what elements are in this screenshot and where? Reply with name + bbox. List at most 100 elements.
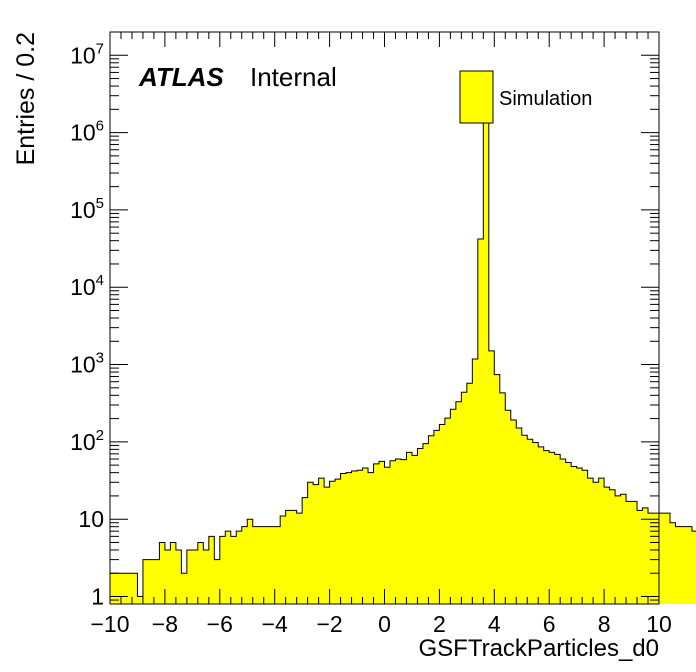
histogram-bin	[208, 536, 215, 604]
histogram-bin	[362, 467, 369, 604]
histogram-bin	[241, 526, 248, 604]
histogram-bin	[285, 510, 292, 604]
histogram-bin	[444, 418, 451, 604]
histogram-bin	[593, 482, 599, 604]
histogram-bin	[455, 401, 462, 604]
x-tick-label: −10	[90, 611, 129, 637]
histogram-bin	[142, 559, 149, 604]
histogram-bin	[225, 531, 232, 604]
histogram-bin	[219, 536, 226, 604]
y-tick-label: 107	[70, 40, 104, 68]
histogram-bin	[488, 350, 495, 604]
legend-label-simulation: Simulation	[499, 88, 592, 110]
histogram-bin	[373, 463, 380, 604]
histogram-bin	[499, 392, 506, 604]
histogram-bin	[170, 542, 177, 604]
histogram-bin	[148, 559, 155, 604]
histogram-bin	[252, 526, 259, 604]
x-tick-label: −2	[316, 611, 342, 637]
y-axis-title: Entries / 0.2	[12, 32, 40, 165]
histogram-bin	[653, 513, 660, 604]
histogram-bin	[126, 573, 133, 604]
y-tick-label: 102	[70, 427, 104, 455]
histogram-bin	[379, 461, 385, 604]
histogram-bin	[472, 358, 479, 604]
histogram-bin	[313, 484, 319, 604]
histogram-bin	[291, 510, 297, 604]
histogram-bin	[620, 494, 627, 604]
x-axis: −10 −8 −6 −4 −2 0 2 4 6 8 10	[90, 32, 672, 637]
histogram-bin	[115, 573, 122, 604]
histogram-bin	[395, 459, 402, 604]
histogram-bin	[615, 495, 621, 604]
histogram-bin	[477, 239, 484, 604]
histogram-bin	[120, 573, 127, 604]
histogram-bin	[560, 459, 566, 604]
x-tick-label: 6	[543, 611, 556, 637]
y-tick-label: 10	[78, 506, 104, 532]
histogram-bin	[357, 470, 363, 604]
legend: Simulation	[459, 70, 592, 124]
histogram-bin	[400, 459, 407, 604]
histogram-bin	[280, 515, 286, 604]
y-tick-label: 103	[70, 350, 104, 378]
histogram-bin	[181, 573, 188, 604]
y-tick-label: 105	[70, 195, 104, 223]
histogram-bin	[516, 428, 523, 604]
histogram-bin	[318, 478, 325, 604]
histogram-bin	[230, 536, 237, 604]
histogram-bin	[411, 455, 418, 604]
histogram-bin	[686, 526, 693, 604]
histogram-bin	[247, 519, 254, 604]
histogram-bin	[296, 513, 303, 604]
histogram-bin	[527, 439, 534, 604]
histogram-bin	[340, 473, 347, 604]
histogram-bin	[110, 573, 116, 604]
histogram-bin	[302, 497, 308, 604]
histogram-bin	[131, 573, 138, 604]
histogram-bin	[571, 466, 577, 604]
histogram-bin	[642, 507, 649, 604]
x-tick-label: −8	[152, 611, 178, 637]
histogram-bin	[274, 526, 281, 604]
histogram-bin	[192, 549, 199, 604]
histogram-bin	[538, 446, 545, 604]
histogram-bin	[521, 435, 528, 604]
histogram-bin	[137, 596, 144, 604]
histogram-bin	[637, 510, 643, 604]
histogram-bin	[505, 410, 512, 604]
legend-swatch-simulation	[459, 70, 494, 124]
histogram-bin	[236, 531, 243, 604]
histogram-bin	[329, 481, 336, 604]
histogram-bin	[346, 472, 352, 604]
x-tick-label: −4	[262, 611, 288, 637]
histogram-bin	[335, 479, 341, 604]
histogram-bin	[626, 501, 632, 604]
histogram-bin	[324, 487, 330, 604]
histogram-bin	[153, 559, 160, 604]
histogram-bin	[384, 467, 391, 604]
histogram-bin	[587, 478, 594, 604]
histogram-bin	[307, 482, 314, 604]
histogram-bin	[164, 549, 171, 604]
histogram-bin	[532, 442, 539, 604]
histogram-bin	[659, 513, 665, 604]
histogram-bin	[466, 383, 473, 604]
x-tick-label: 0	[378, 611, 391, 637]
histogram-bin	[483, 121, 490, 604]
histogram-bin	[549, 452, 555, 604]
histogram-bin	[417, 448, 424, 604]
histogram-bars	[110, 121, 696, 604]
y-tick-label: 1	[91, 584, 104, 610]
histogram-bin	[461, 392, 468, 604]
histogram-bin	[494, 374, 501, 604]
histogram-bin	[675, 526, 682, 604]
histogram-bin	[389, 460, 396, 604]
histogram-bin	[258, 526, 265, 604]
histogram-bin	[351, 470, 358, 604]
histogram-outline	[109, 120, 696, 604]
histogram-bin	[439, 424, 446, 604]
histogram-bin	[159, 542, 166, 604]
histogram-bin	[609, 489, 616, 604]
